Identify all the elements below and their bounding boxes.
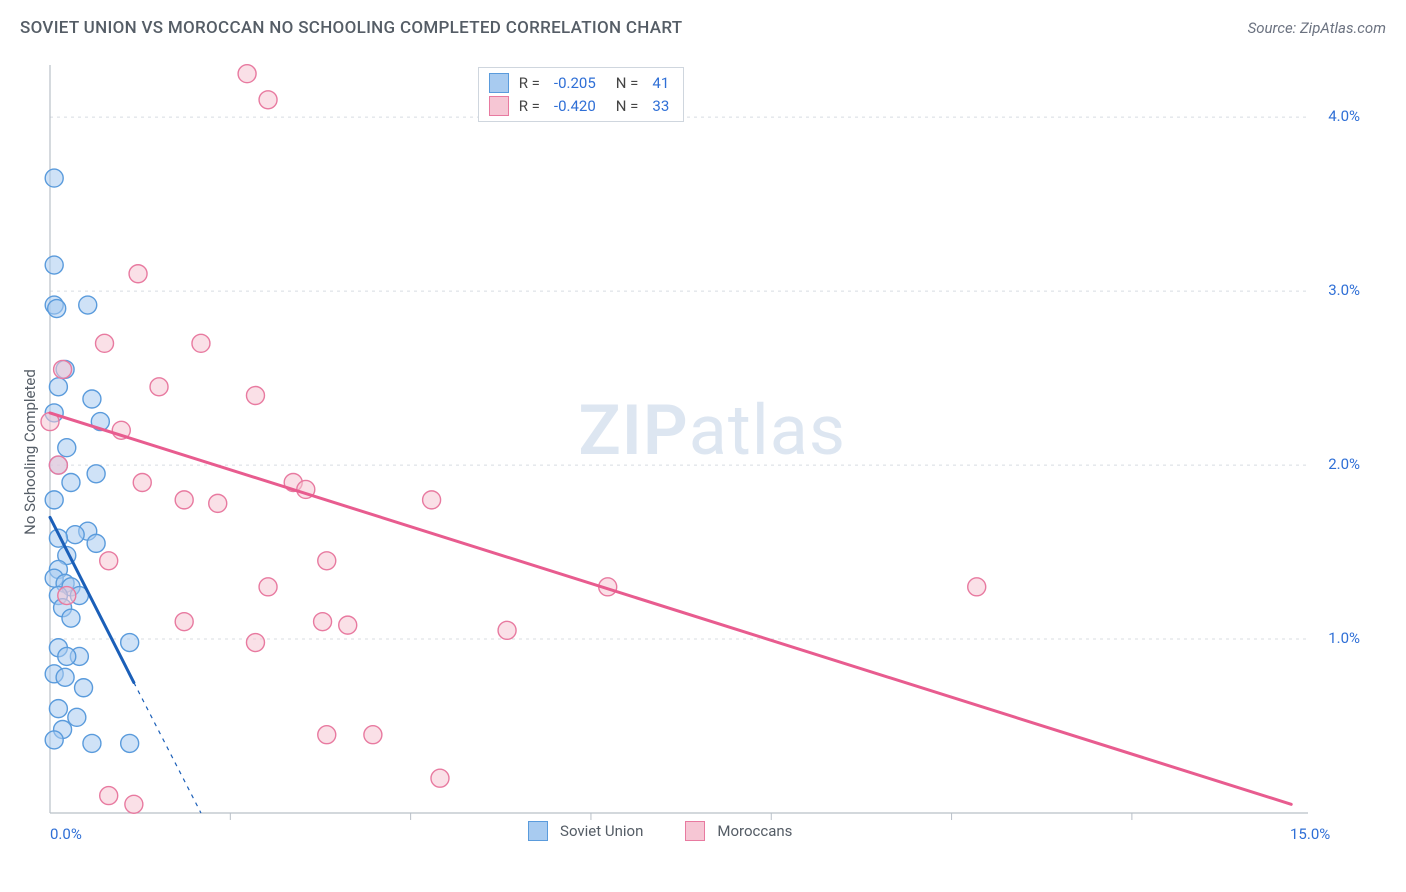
y-tick-label: 3.0% (1328, 281, 1360, 299)
swatch-moroccan (489, 96, 509, 116)
soviet-r-value: -0.205 (554, 72, 596, 95)
y-tick-label: 4.0% (1328, 107, 1360, 125)
chart-area: No Schooling Completed ZIPatlas R = -0.2… (48, 55, 1368, 848)
moroccan-r-value: -0.420 (554, 95, 596, 118)
y-axis-label: No Schooling Completed (21, 369, 39, 535)
swatch-soviet (528, 821, 548, 841)
x-tick-label: 15.0% (1290, 825, 1330, 843)
x-tick-label: 0.0% (50, 825, 82, 843)
source-label: Source: ZipAtlas.com (1248, 19, 1386, 37)
chart-title: SOVIET UNION VS MOROCCAN NO SCHOOLING CO… (20, 18, 682, 38)
legend-row-soviet: R = -0.205 N = 41 (489, 72, 674, 95)
soviet-n-value: 41 (652, 72, 669, 95)
r-label: R = (519, 95, 540, 118)
n-label: N = (616, 95, 639, 118)
chart-container: SOVIET UNION VS MOROCCAN NO SCHOOLING CO… (0, 0, 1406, 892)
r-label: R = (519, 72, 540, 95)
moroccan-label: Moroccans (717, 822, 792, 840)
swatch-soviet (489, 73, 509, 93)
legend-row-moroccan: R = -0.420 N = 33 (489, 95, 674, 118)
scatter-plot (48, 55, 1368, 848)
n-label: N = (616, 72, 639, 95)
correlation-legend: R = -0.205 N = 41 R = -0.420 N = 33 (478, 67, 685, 122)
moroccan-n-value: 33 (652, 95, 669, 118)
header: SOVIET UNION VS MOROCCAN NO SCHOOLING CO… (20, 18, 1386, 38)
swatch-moroccan (685, 821, 705, 841)
soviet-label: Soviet Union (560, 822, 643, 840)
y-tick-label: 1.0% (1328, 629, 1360, 647)
y-tick-label: 2.0% (1328, 455, 1360, 473)
series-legend: Soviet Union Moroccans (528, 821, 792, 841)
